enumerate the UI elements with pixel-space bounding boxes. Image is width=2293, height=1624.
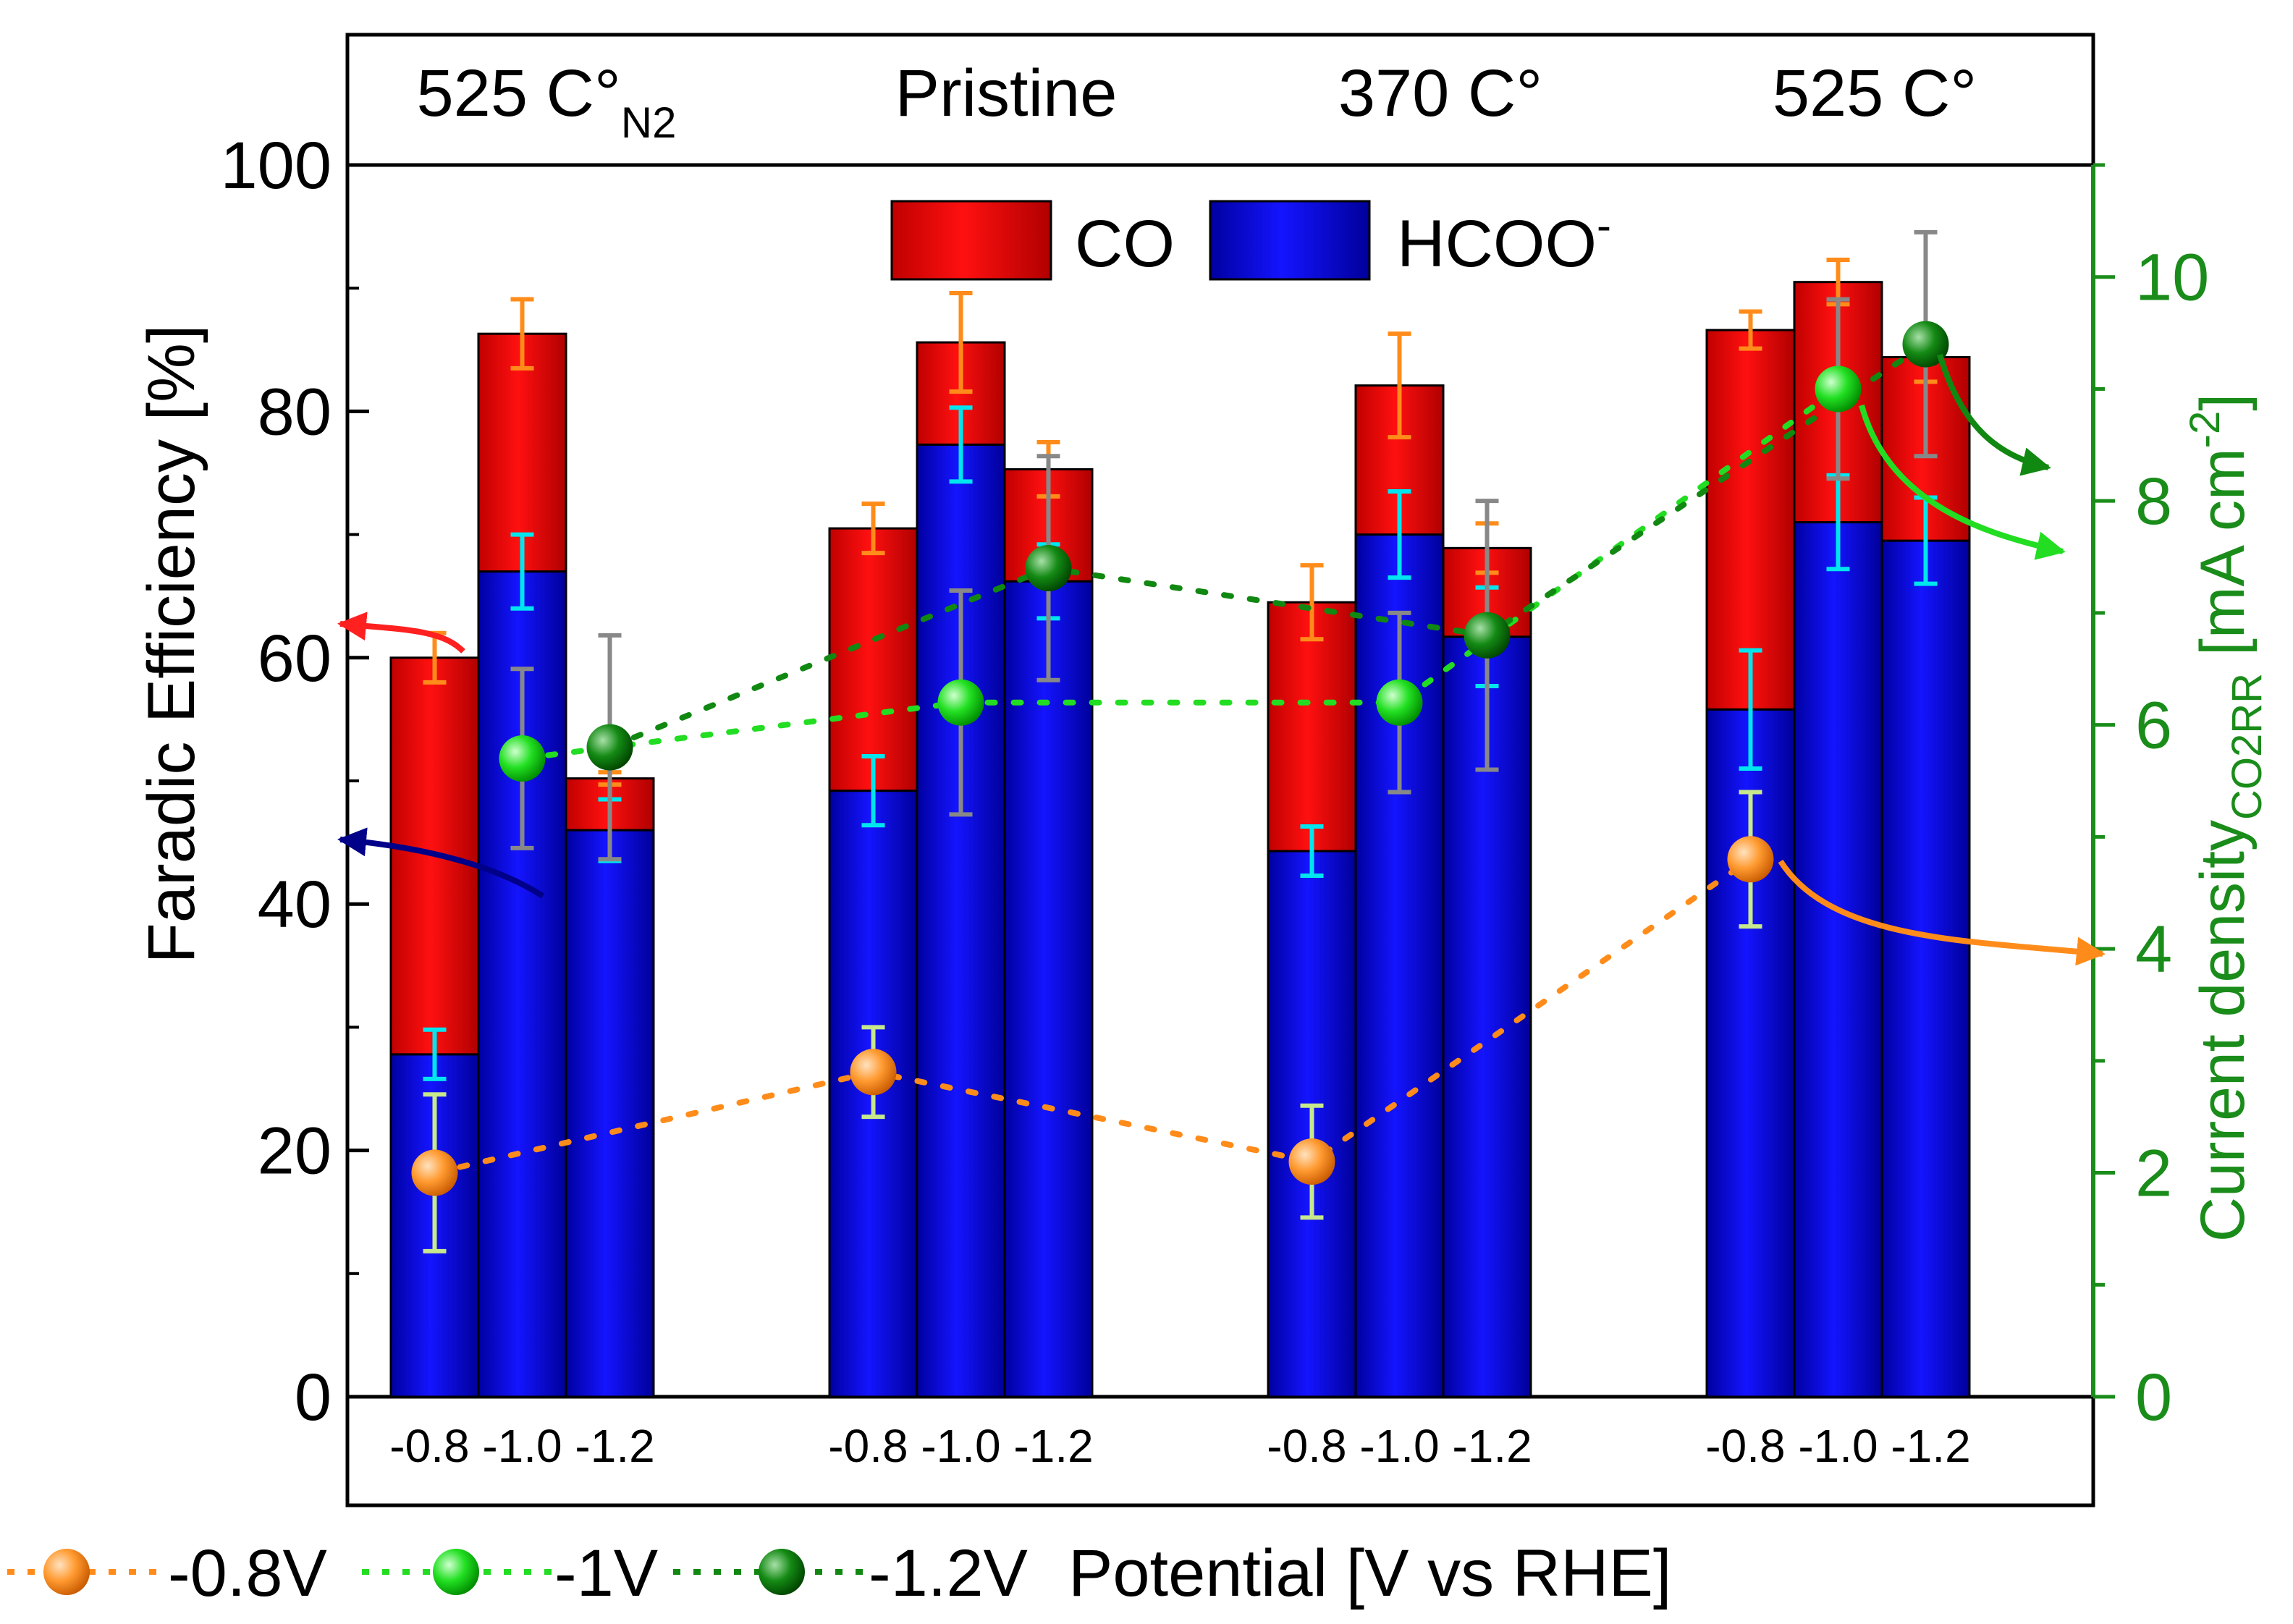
legend-lgreen-marker [433, 1549, 479, 1595]
x-ticks: -0.8 -1.0 -1.2 -0.8 -1.0 -1.2 -0.8 -1.0 -1… [389, 1420, 1970, 1472]
bars [389, 281, 1971, 1398]
y2-tick-label-3: 6 [2135, 689, 2172, 763]
y-tick-label-2: 40 [258, 868, 332, 942]
cd-marker--1V-g3 [1815, 365, 1862, 413]
error-co-g2-p1 [1388, 331, 1411, 440]
cd-marker--1.2V-g1 [1025, 545, 1072, 592]
blue-axis-arrow [337, 827, 545, 899]
cd-marker--0.8V-g2 [1288, 1138, 1335, 1185]
y-tick-label-4: 80 [258, 375, 332, 449]
error-hcoo-g3-p0 [1739, 648, 1762, 771]
cd-marker--1.2V-g2 [1464, 612, 1511, 659]
dark-green-axis-arrow [1937, 353, 2051, 476]
error-hcoo-g1-p0 [861, 753, 885, 828]
group-label-0: 525 C°N2 [417, 56, 677, 147]
y2-axis: 0 2 4 6 8 10 [2091, 163, 2209, 1434]
legend-dgreen-label: -1.2V [869, 1536, 1028, 1610]
current-density-markers [411, 321, 1949, 1196]
cd-marker--0.8V-g1 [850, 1049, 897, 1096]
group-label-3: 525 C° [1773, 56, 1977, 130]
y-tick-label-5: 100 [221, 129, 332, 203]
legend-co-label: CO [1075, 207, 1175, 281]
legend-orange-marker [43, 1549, 90, 1595]
x-tick-frame [345, 1395, 2095, 1507]
group-label-1: Pristine [895, 56, 1118, 130]
y2-tick-label-4: 8 [2135, 465, 2172, 538]
bar-hcoo-g0-p2 [565, 829, 655, 1398]
y2-tick-label-2: 4 [2135, 913, 2172, 986]
legend-hcoo-swatch [1209, 200, 1371, 281]
current-density-lines [431, 341, 1929, 1176]
x-axis-label: Potential [V vs RHE] [1068, 1536, 1671, 1610]
error-co-g1-p1 [949, 291, 973, 394]
cd-marker--1V-g0 [499, 735, 546, 782]
bar-hcoo-g1-p2 [1003, 580, 1094, 1398]
x-tick-label-group-1: -0.8 -1.0 -1.2 [828, 1420, 1093, 1472]
bar-hcoo-g3-p2 [1880, 539, 1971, 1398]
y2-tick-label-0: 0 [2135, 1361, 2172, 1434]
legend-lgreen-label: -1V [554, 1536, 658, 1610]
cd-marker--0.8V-g0 [411, 1149, 458, 1196]
cd-marker--0.8V-g3 [1727, 836, 1774, 883]
bar-hcoo-g3-p1 [1793, 521, 1883, 1398]
bar-hcoo-g1-p1 [916, 443, 1006, 1398]
y2-tick-label-5: 10 [2135, 241, 2209, 315]
legend-co-swatch [890, 200, 1052, 281]
legend-orange-label: -0.8V [168, 1536, 327, 1610]
error-co-g0-p1 [510, 297, 534, 371]
x-tick-label-group-2: -0.8 -1.0 -1.2 [1267, 1420, 1532, 1472]
error-hcoo-g2-p1 [1388, 489, 1411, 580]
red-axis-arrow [337, 612, 465, 654]
x-tick-label-group-3: -0.8 -1.0 -1.2 [1705, 1420, 1970, 1472]
error-co-g3-p0 [1739, 309, 1762, 351]
y-tick-label-0: 0 [295, 1361, 332, 1434]
error-hcoo-g2-p0 [1300, 824, 1324, 879]
cd-marker--1.2V-g0 [586, 724, 633, 771]
legend-hcoo-label: HCOO- [1397, 201, 1611, 281]
bar-co-g1-p0 [828, 527, 919, 792]
orange-axis-arrow [1778, 859, 2106, 966]
y-axis: 0 20 40 60 80 100 [221, 129, 369, 1434]
error-hcoo-g0-p1 [510, 532, 534, 611]
line-legend: -0.8V -1V -1.2V [7, 1536, 1028, 1610]
y-tick-label-3: 60 [258, 622, 332, 695]
x-tick-label-group-0: -0.8 -1.0 -1.2 [389, 1420, 654, 1472]
cd-line--1.2V [607, 341, 1929, 750]
bar-co-g0-p1 [477, 332, 567, 573]
y2-axis-label: Current densityCO2RR [mA cm-2] [2182, 394, 2271, 1242]
error-hcoo-g1-p1 [949, 405, 973, 484]
y-tick-label-1: 20 [258, 1115, 332, 1188]
error-co-g1-p0 [861, 502, 885, 556]
group-label-2: 370 C° [1338, 56, 1542, 130]
error-hcoo-g0-p0 [423, 1027, 447, 1081]
cd-line--1V [519, 386, 1841, 762]
legend-dgreen-marker [759, 1549, 805, 1595]
error-co-g2-p0 [1300, 563, 1324, 642]
y-axis-label: Faradic Efficiency [%] [135, 325, 208, 964]
y2-tick-label-1: 2 [2135, 1137, 2172, 1211]
cd-marker--1V-g1 [937, 679, 984, 726]
cd-marker--1V-g2 [1376, 679, 1423, 726]
light-green-axis-arrow [1859, 404, 2066, 560]
